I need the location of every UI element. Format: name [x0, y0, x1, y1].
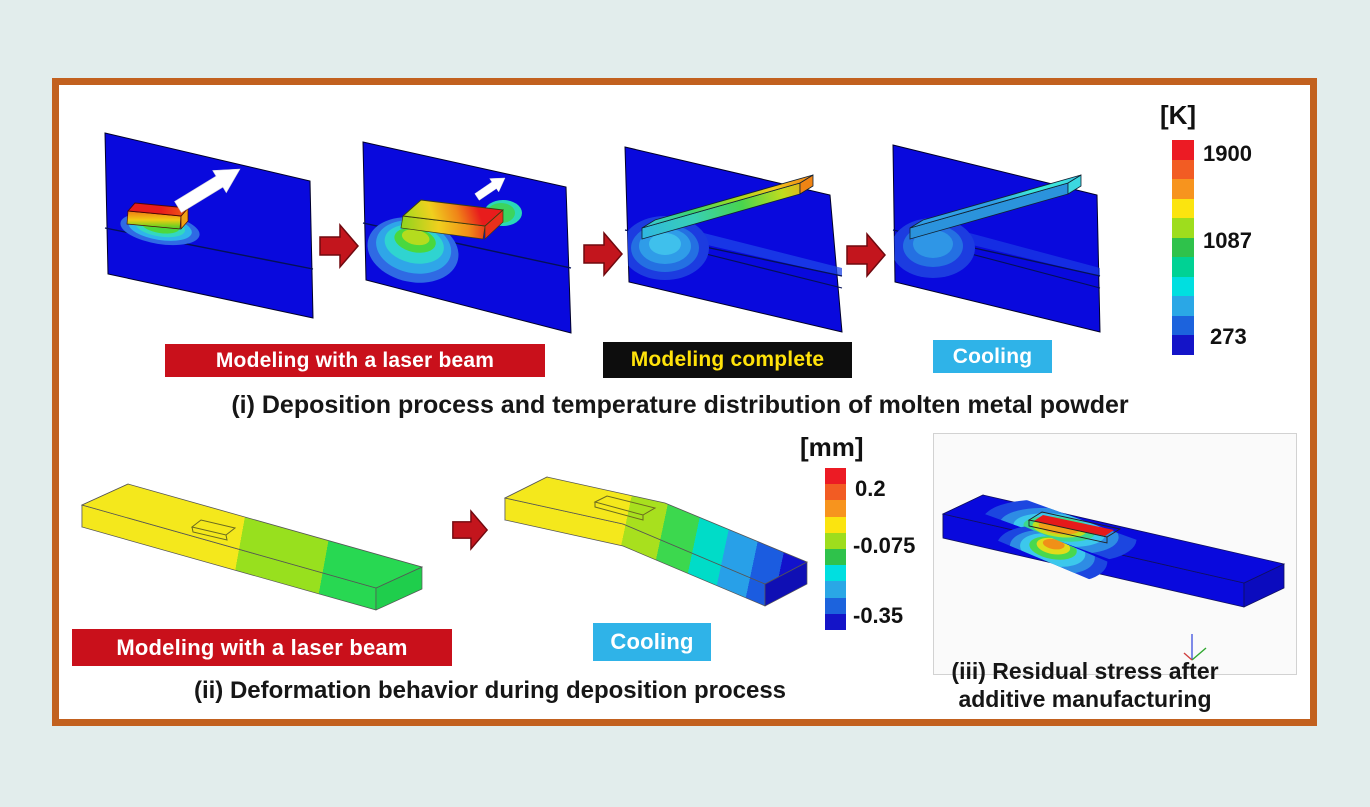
colorbar-segment — [1172, 179, 1194, 199]
label-cooling-top: Cooling — [933, 340, 1052, 373]
simulation-beam-deformation-cooling — [503, 476, 808, 607]
simulation-panel-deposition-step1 — [104, 132, 314, 319]
legend-mm-tick-max: 0.2 — [855, 476, 886, 501]
coordinate-triad-icon — [1183, 634, 1207, 661]
laser-direction-arrow-icon — [174, 168, 241, 213]
laser-direction-arrow-icon — [474, 177, 506, 201]
colorbar-segment — [1172, 335, 1194, 356]
label-text: Modeling complete — [630, 348, 825, 371]
deposit-stress-core — [1027, 511, 1122, 544]
colorbar-segment — [1172, 218, 1194, 238]
deposit-footprint-outline — [190, 519, 237, 541]
legend-k-tick-max: 1900 — [1203, 141, 1252, 166]
legend-k-tick-min: 273 — [1210, 324, 1247, 349]
process-step-arrow-icon — [452, 509, 489, 551]
colorbar-segment — [1172, 237, 1194, 258]
label-text: Modeling with a laser beam — [116, 634, 408, 660]
simulation-panel-cooling — [892, 144, 1101, 333]
label-modeling-complete: Modeling complete — [603, 342, 852, 378]
caption-ii: (ii) Deformation behavior during deposit… — [193, 677, 787, 704]
caption-i: (i) Deposition process and temperature d… — [231, 391, 1129, 419]
colorbar-segment — [825, 484, 846, 501]
simulation-panel-deposition-step2 — [362, 141, 572, 334]
legend-k-title: [K] — [1160, 100, 1197, 130]
legend-mm-title: [mm] — [800, 432, 864, 462]
residual-stress-panel — [933, 433, 1297, 675]
beam-top-face — [80, 483, 424, 589]
colorbar-segment — [825, 549, 846, 566]
process-step-arrow-icon — [846, 231, 886, 279]
simulation-beam-deformation-laser — [80, 483, 424, 611]
legend-mm-tick-min: -0.35 — [853, 603, 904, 628]
melt-pool-halo — [367, 217, 459, 283]
deposited-track — [909, 174, 1082, 240]
process-step-arrow-icon — [319, 222, 359, 270]
colorbar-segment — [825, 565, 846, 582]
deposited-bead — [400, 199, 505, 240]
colorbar-segment — [1172, 257, 1194, 277]
label-text: Cooling — [610, 629, 694, 654]
label-text: Cooling — [952, 344, 1033, 368]
deposit-ridge-outline — [593, 495, 657, 521]
legend-mm-tick-mid: -0.075 — [853, 533, 916, 558]
caption-iii: (iii) Residual stress after additive man… — [918, 657, 1252, 713]
beam-top-face — [503, 476, 808, 585]
colorbar-segment — [1172, 198, 1194, 219]
colorbar-segment — [825, 468, 846, 485]
colorbar-segment — [825, 613, 846, 631]
colorbar-segment — [1172, 315, 1194, 336]
colorbar-segment — [825, 532, 846, 550]
simulation-panel-modeling-complete — [624, 146, 843, 333]
colorbar-segment — [1172, 296, 1194, 316]
legend-k-colorbar — [1172, 140, 1194, 356]
deposited-bead — [126, 202, 189, 230]
legend-mm-colorbar — [825, 468, 846, 631]
caption-iii-line2: additive manufacturing — [958, 686, 1212, 712]
colorbar-segment — [825, 516, 846, 533]
colorbar-segment — [825, 581, 846, 598]
label-text: Modeling with a laser beam — [215, 348, 495, 372]
label-modeling-with-laser-bottom: Modeling with a laser beam — [72, 629, 452, 666]
colorbar-segment — [1172, 140, 1194, 160]
process-step-arrow-icon — [583, 230, 623, 278]
colorbar-segment — [1172, 276, 1194, 297]
legend-k-tick-mid: 1087 — [1203, 228, 1252, 253]
colorbar-segment — [825, 500, 846, 517]
colorbar-segment — [825, 597, 846, 614]
deposited-track — [641, 174, 814, 240]
simulation-beam-residual-stress — [941, 494, 1286, 661]
label-modeling-with-laser-top: Modeling with a laser beam — [165, 344, 545, 377]
substrate-plate — [104, 132, 314, 319]
colorbar-segment — [1172, 159, 1194, 180]
label-cooling-bottom: Cooling — [593, 623, 711, 661]
caption-iii-line1: (iii) Residual stress after — [951, 658, 1219, 684]
